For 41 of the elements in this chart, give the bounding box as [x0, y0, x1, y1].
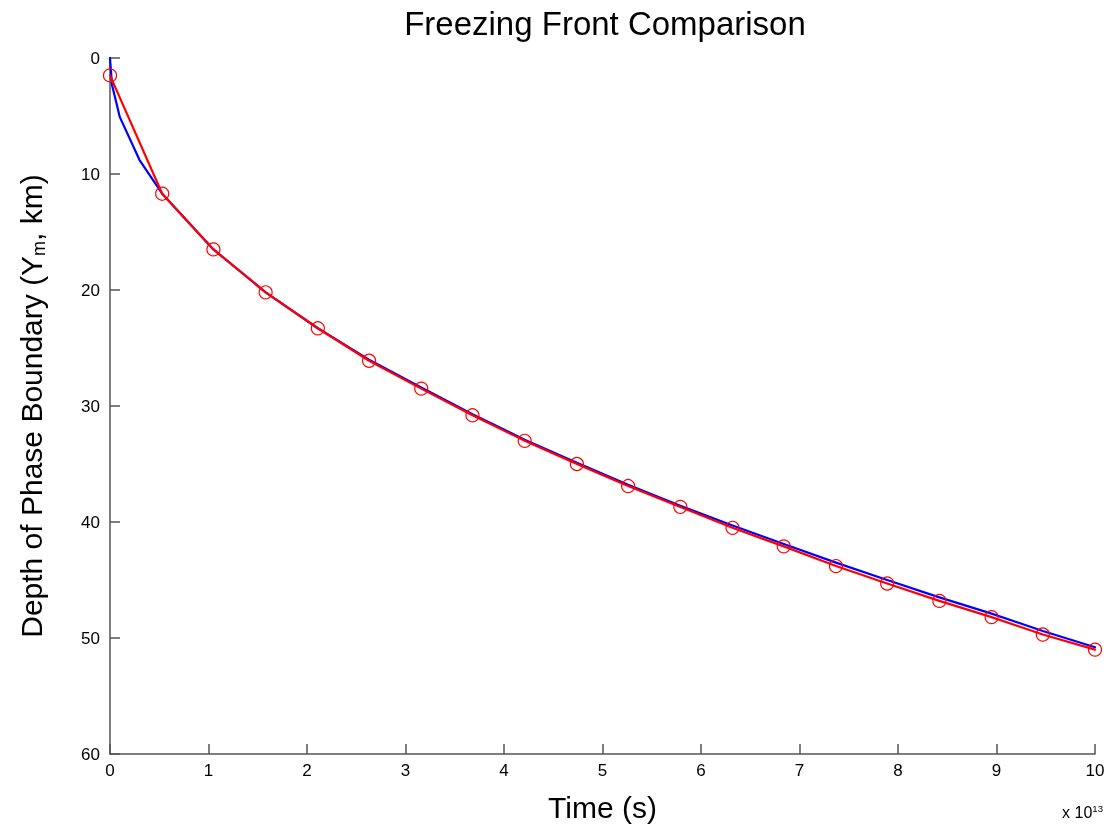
- x-tick-label: 1: [203, 761, 214, 780]
- x-tick-label: 6: [696, 761, 706, 780]
- y-tick-label: 40: [81, 512, 100, 532]
- point: [102, 68, 118, 83]
- y-axis-title: Depth of Phase Boundary (Ym, km): [15, 174, 49, 638]
- y-tick-label: 30: [81, 396, 100, 416]
- y-tick-label: 0: [90, 48, 100, 68]
- point: [569, 456, 584, 472]
- point: [725, 520, 740, 535]
- x-tick-label: 5: [597, 761, 608, 780]
- y-tick-label: 10: [81, 164, 100, 184]
- x-tick-label: 4: [499, 761, 509, 780]
- point: [310, 321, 325, 336]
- x-tick-label: 0: [105, 761, 115, 780]
- point: [155, 186, 170, 201]
- x-tick-label: 9: [991, 761, 1002, 780]
- point: [880, 576, 895, 591]
- point: [206, 242, 221, 257]
- point: [828, 558, 844, 574]
- point: [621, 478, 636, 494]
- point: [414, 381, 429, 396]
- x-tick-label: 2: [302, 761, 312, 780]
- point: [361, 353, 377, 368]
- point: [673, 499, 688, 515]
- y-tick-label: 60: [81, 744, 100, 764]
- point: [465, 408, 480, 423]
- point: [932, 593, 947, 608]
- point: [517, 433, 532, 448]
- y-tick-label: 50: [81, 628, 100, 648]
- x-tick-label: 8: [893, 761, 903, 780]
- x-axis-title: Time (s): [548, 790, 657, 824]
- chart-title: Freezing Front Comparison: [404, 5, 806, 42]
- point: [1087, 642, 1103, 657]
- point: [984, 610, 999, 625]
- point: [776, 539, 791, 554]
- x-tick-label: 10: [1085, 761, 1105, 780]
- point: [1035, 627, 1050, 642]
- y-tick-label: 20: [81, 280, 100, 300]
- x-tick-label: 3: [400, 761, 411, 780]
- point: [258, 285, 273, 300]
- x-tick-label: 7: [794, 761, 805, 780]
